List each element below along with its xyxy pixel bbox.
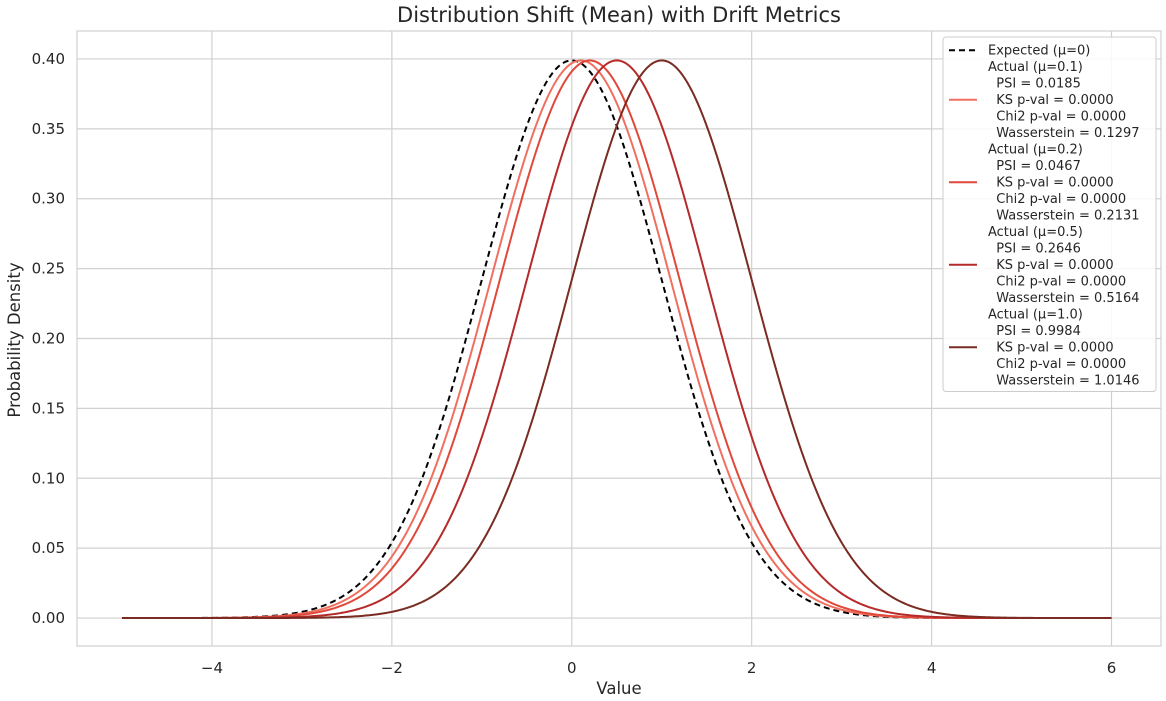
y-tick-label: 0.25	[32, 260, 65, 278]
legend-box	[942, 36, 1157, 392]
y-tick-label: 0.30	[32, 190, 65, 208]
x-tick-label: 6	[1107, 659, 1117, 677]
x-tick-label: 0	[567, 659, 577, 677]
y-tick-label: 0.40	[32, 50, 65, 68]
chart-title: Distribution Shift (Mean) with Drift Met…	[397, 3, 841, 27]
legend-entry-text: Chi2 p-val = 0.0000	[988, 192, 1126, 207]
legend-entry-text: Actual (μ=0.2)	[988, 143, 1083, 158]
series-line-4	[121, 59, 1112, 620]
y-tick-label: 0.15	[32, 399, 65, 417]
legend-entry-text: Wasserstein = 0.5164	[988, 291, 1140, 306]
x-tick-label: −2	[381, 659, 403, 677]
legend-entry-text: PSI = 0.0467	[988, 159, 1081, 174]
x-axis-label: Value	[596, 679, 641, 698]
legend-entry-text: Actual (μ=0.1)	[988, 60, 1083, 75]
x-tick-label: −4	[201, 659, 223, 677]
legend-entry-text: Actual (μ=0.5)	[988, 225, 1083, 240]
y-tick-label: 0.20	[32, 330, 65, 348]
legend-entry-text: PSI = 0.0185	[988, 77, 1081, 92]
plot-area: −4 −2 0 2 4 6 0.00 0.05 0.10 0.15 0.20 0.25 0.30 0.35…	[32, 30, 1162, 677]
legend-entry-text: Wasserstein = 1.0146	[988, 374, 1140, 389]
legend-entry-text: Wasserstein = 0.2131	[988, 209, 1140, 224]
legend-entry-text: KS p-val = 0.0000	[988, 341, 1114, 356]
legend-entry-text: Chi2 p-val = 0.0000	[988, 275, 1126, 290]
y-axis-label: Probability Density	[5, 262, 24, 417]
plot-frame	[76, 30, 1162, 647]
y-tick-label: 0.00	[32, 609, 65, 627]
legend-entry-text: KS p-val = 0.0000	[988, 176, 1114, 191]
y-tick-label: 0.35	[32, 120, 65, 138]
legend-entry-text: Wasserstein = 0.1297	[988, 126, 1140, 141]
legend-entry-text: Chi2 p-val = 0.0000	[988, 110, 1126, 125]
legend: Expected (μ=0)Actual (μ=0.1) PSI = 0.018…	[942, 36, 1157, 392]
legend-entry-text: PSI = 0.9984	[988, 324, 1081, 339]
y-tick-label: 0.05	[32, 539, 65, 557]
x-tick-label: 4	[927, 659, 937, 677]
legend-entry-text: Actual (μ=1.0)	[988, 308, 1083, 323]
x-tick-label: 2	[747, 659, 757, 677]
legend-entry-text: Chi2 p-val = 0.0000	[988, 357, 1126, 372]
legend-entry-text: KS p-val = 0.0000	[988, 93, 1114, 108]
legend-entry-text: Expected (μ=0)	[988, 44, 1090, 59]
legend-entry-text: KS p-val = 0.0000	[988, 258, 1114, 273]
y-tick-label: 0.10	[32, 469, 65, 487]
legend-entry-text: PSI = 0.2646	[988, 242, 1081, 257]
